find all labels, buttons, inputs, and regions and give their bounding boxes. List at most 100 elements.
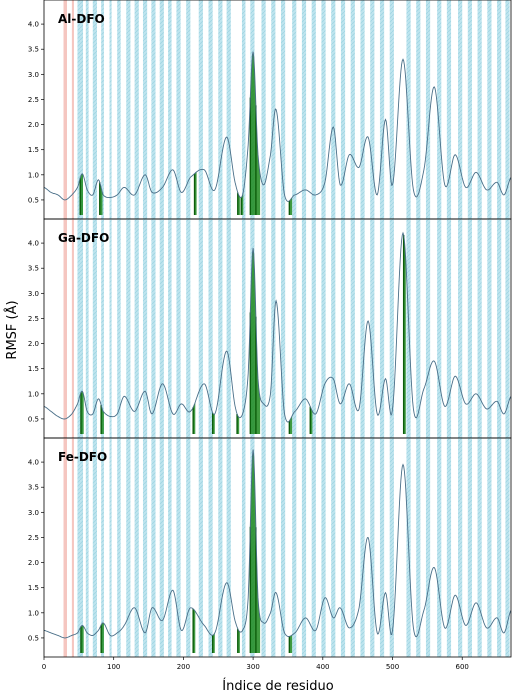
residue-band bbox=[446, 438, 452, 657]
residue-band bbox=[271, 0, 276, 219]
residue-band bbox=[360, 438, 365, 657]
residue-band bbox=[487, 438, 492, 657]
binding-region-fill bbox=[250, 51, 256, 216]
residue-band bbox=[437, 219, 442, 438]
residue-band bbox=[505, 219, 510, 438]
residue-band bbox=[446, 0, 452, 219]
residue-band bbox=[241, 438, 246, 657]
x-tick-label: 400 bbox=[316, 663, 329, 671]
residue-band bbox=[271, 219, 276, 438]
residue-band bbox=[134, 219, 139, 438]
panel-title: Al-DFO bbox=[58, 12, 105, 26]
residue-band bbox=[241, 219, 246, 438]
residue-band bbox=[271, 438, 276, 657]
rmsf-line bbox=[44, 449, 511, 639]
residue-band bbox=[261, 0, 266, 219]
panel-frame bbox=[43, 437, 512, 658]
y-tick-label: 1.0 bbox=[28, 171, 39, 179]
residue-band bbox=[77, 0, 84, 219]
residue-band bbox=[208, 438, 213, 657]
residue-band bbox=[292, 438, 297, 657]
residue-band bbox=[497, 438, 502, 657]
y-tick-label: 4.0 bbox=[28, 240, 39, 248]
residue-band bbox=[389, 0, 394, 219]
residue-band bbox=[437, 438, 442, 657]
residue-band bbox=[350, 0, 355, 219]
y-axis-label: RMSF (Å) bbox=[4, 300, 20, 359]
residue-band bbox=[218, 438, 223, 657]
x-tick-label: 600 bbox=[456, 663, 469, 671]
residue-band bbox=[360, 219, 365, 438]
y-tick-label: 3.0 bbox=[28, 71, 39, 79]
residue-band bbox=[331, 219, 336, 438]
residue-band bbox=[340, 0, 346, 219]
residue-band bbox=[198, 0, 203, 219]
y-tick-label: 3.0 bbox=[28, 509, 39, 517]
red-residue-band bbox=[71, 0, 74, 219]
panel-title: Ga-DFO bbox=[58, 231, 109, 245]
residue-band bbox=[208, 219, 213, 438]
residue-band bbox=[226, 0, 231, 219]
residue-band bbox=[340, 219, 346, 438]
x-tick-label: 300 bbox=[246, 663, 259, 671]
residue-band bbox=[101, 219, 104, 438]
rmsf-line bbox=[44, 231, 511, 423]
residue-band bbox=[142, 0, 148, 219]
residue-band bbox=[425, 219, 431, 438]
y-tick-label: 2.0 bbox=[28, 121, 39, 129]
residue-band bbox=[425, 0, 431, 219]
residue-band bbox=[467, 438, 472, 657]
residue-band bbox=[126, 219, 131, 438]
y-tick-label: 1.5 bbox=[28, 146, 39, 154]
y-tick-label: 1.5 bbox=[28, 584, 39, 592]
residue-band bbox=[370, 219, 375, 438]
y-tick-label: 3.0 bbox=[28, 290, 39, 298]
y-tick-label: 3.5 bbox=[28, 46, 39, 54]
residue-band bbox=[389, 219, 394, 438]
residue-band bbox=[218, 219, 223, 438]
x-axis: 0 100 200 300 400 500 600 bbox=[42, 657, 469, 671]
red-residue-band bbox=[71, 438, 74, 657]
red-residue-band bbox=[63, 438, 68, 657]
residue-band bbox=[360, 0, 365, 219]
residue-band bbox=[301, 0, 307, 219]
residue-band bbox=[226, 438, 231, 657]
residue-band bbox=[497, 219, 502, 438]
residue-band bbox=[379, 438, 385, 657]
residue-band bbox=[101, 0, 104, 219]
residue-band bbox=[226, 219, 231, 438]
residue-band bbox=[311, 438, 316, 657]
residue-band bbox=[425, 438, 431, 657]
residue-band bbox=[186, 219, 191, 438]
y-tick-label: 1.0 bbox=[28, 609, 39, 617]
residue-band bbox=[331, 0, 336, 219]
rmsf-line bbox=[44, 51, 511, 202]
panel-fe-dfo: 0.5 1.0 1.5 2.0 2.5 3.0 3.5 4.0 Fe-DFO bbox=[28, 437, 512, 658]
residue-band bbox=[117, 0, 121, 219]
residue-band bbox=[292, 219, 297, 438]
residue-band bbox=[109, 0, 112, 219]
residue-band bbox=[176, 219, 181, 438]
y-tick-label: 4.0 bbox=[28, 459, 39, 467]
residue-band bbox=[218, 0, 223, 219]
residue-band bbox=[406, 0, 411, 219]
x-axis-label: Índice de residuo bbox=[222, 678, 334, 693]
binding-region-fill bbox=[255, 105, 261, 215]
residue-band bbox=[159, 219, 164, 438]
residue-band bbox=[292, 0, 297, 219]
residue-band bbox=[109, 219, 112, 438]
residue-band bbox=[241, 0, 246, 219]
residue-band bbox=[311, 219, 316, 438]
residue-band bbox=[505, 438, 510, 657]
residue-band bbox=[487, 219, 492, 438]
x-tick-label: 200 bbox=[177, 663, 190, 671]
residue-band bbox=[301, 219, 307, 438]
y-tick-label: 1.5 bbox=[28, 365, 39, 373]
y-tick-label: 0.5 bbox=[28, 634, 39, 642]
residue-band bbox=[505, 0, 510, 219]
residue-band bbox=[477, 219, 482, 438]
residue-band bbox=[208, 0, 213, 219]
residue-band bbox=[142, 219, 148, 438]
residue-band bbox=[159, 438, 164, 657]
